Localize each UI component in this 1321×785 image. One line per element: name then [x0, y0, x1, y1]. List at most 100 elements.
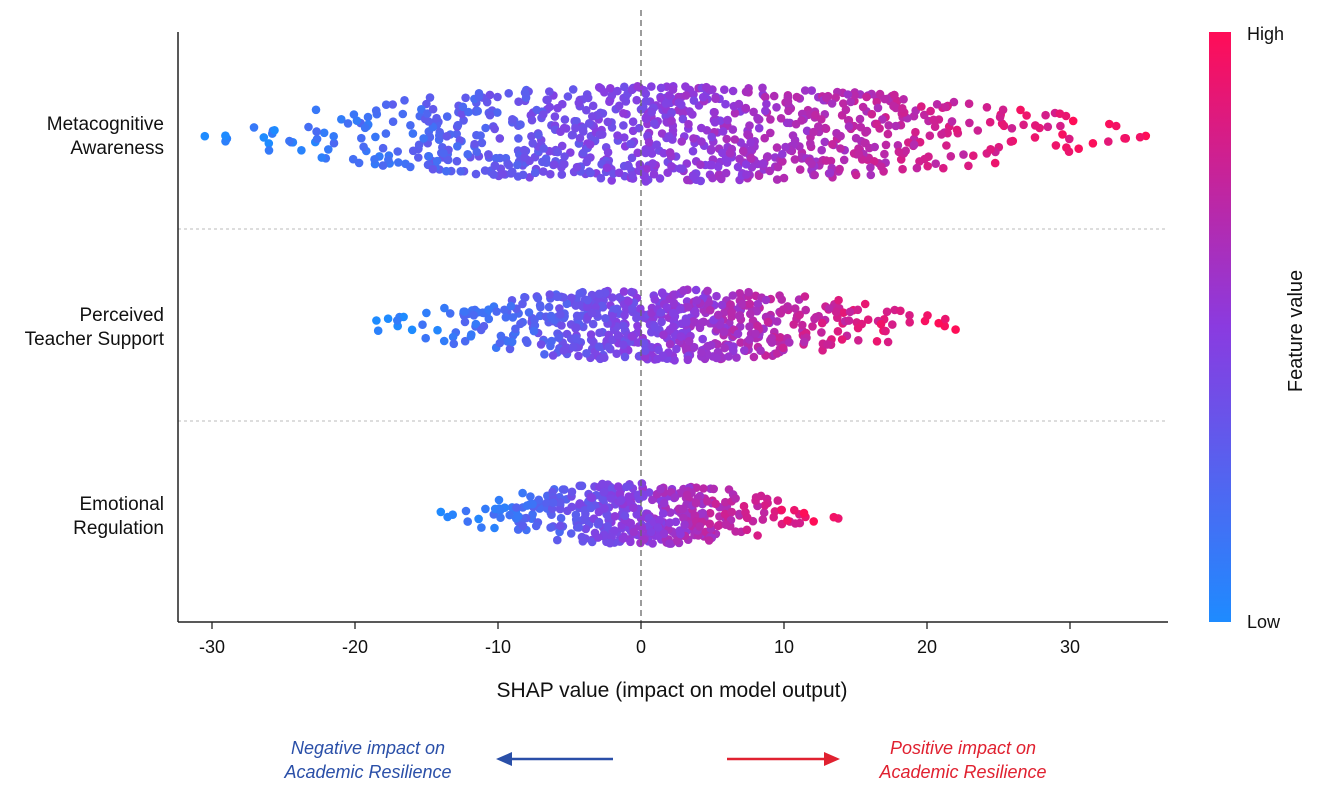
shap-dot: [872, 337, 882, 346]
shap-dot: [384, 155, 393, 164]
shap-dot: [371, 132, 380, 142]
shap-dot: [543, 95, 552, 105]
shap-dot: [567, 502, 577, 512]
shap-dot: [593, 533, 603, 542]
shap-dot: [511, 324, 520, 334]
shap-dot: [381, 129, 391, 138]
shap-dot: [801, 305, 810, 315]
shap-dot: [579, 148, 588, 158]
shap-dot: [769, 91, 779, 101]
shap-dot: [670, 356, 679, 365]
shap-dot: [931, 159, 940, 168]
shap-dot: [558, 99, 567, 109]
shap-dot: [1022, 111, 1031, 120]
shap-dot: [456, 167, 466, 176]
shap-dot: [721, 99, 730, 109]
shap-dot: [583, 295, 592, 305]
shap-dot: [520, 293, 530, 302]
shap-dot: [545, 290, 555, 299]
shap-dot: [678, 114, 688, 124]
shap-dot: [853, 323, 863, 333]
shap-dot: [613, 131, 622, 140]
shap-dot: [587, 308, 597, 318]
shap-dot: [545, 87, 554, 96]
shap-dot: [629, 527, 639, 537]
shap-dot: [571, 333, 581, 343]
shap-dot: [836, 131, 845, 141]
shap-dot: [806, 139, 815, 148]
shap-dot: [589, 337, 598, 347]
shap-dot: [607, 312, 617, 321]
shap-dot: [556, 513, 566, 523]
shap-dot: [632, 313, 641, 323]
shap-dot: [777, 295, 786, 304]
shap-dot: [820, 137, 830, 147]
shap-dot: [646, 527, 656, 537]
shap-dot: [531, 521, 541, 531]
shap-dot: [600, 88, 609, 97]
shap-dot: [588, 319, 598, 329]
shap-dot: [741, 160, 751, 169]
shap-dot: [746, 153, 756, 163]
shap-dot: [790, 304, 800, 313]
shap-dot: [650, 295, 660, 304]
shap-dot: [676, 304, 685, 314]
shap-dot: [772, 317, 782, 326]
shap-dot: [717, 174, 726, 184]
shap-dot: [463, 517, 473, 526]
shap-dot: [492, 307, 501, 316]
shap-dot: [982, 103, 992, 112]
shap-dot: [834, 295, 843, 305]
shap-dot: [528, 510, 537, 519]
shap-dot: [249, 123, 259, 132]
shap-dot: [469, 311, 479, 320]
shap-dot: [668, 308, 678, 318]
shap-dot: [489, 170, 498, 179]
shap-dot: [959, 150, 968, 159]
shap-dot: [603, 521, 612, 531]
shap-dot: [555, 504, 565, 514]
shap-dot: [797, 116, 806, 125]
shap-dot: [428, 164, 438, 174]
x-axis-ticks: -30 -20 -10 0 10 20 30: [199, 622, 1080, 657]
shap-dot: [594, 342, 604, 352]
shap-dot: [657, 129, 667, 138]
shap-dot: [548, 351, 558, 360]
shap-dot: [348, 154, 358, 164]
shap-dot: [596, 173, 606, 183]
shap-dot: [839, 99, 848, 108]
shap-dot: [664, 132, 673, 141]
shap-dot: [772, 349, 782, 358]
shap-dot: [731, 494, 740, 503]
shap-dot: [650, 119, 659, 128]
shap-dot: [626, 537, 635, 547]
x-tick-label: -20: [342, 637, 368, 657]
shap-dot: [715, 320, 725, 330]
shap-dot: [547, 336, 556, 346]
shap-dot: [572, 323, 581, 332]
shap-dot: [679, 513, 688, 523]
shap-dot: [493, 108, 502, 117]
shap-dot: [738, 299, 747, 309]
shap-dot: [853, 305, 863, 315]
shap-dot: [937, 130, 946, 139]
shap-dot: [640, 352, 650, 362]
shap-dot: [911, 127, 920, 137]
shap-dot: [739, 501, 749, 511]
shap-dot: [798, 320, 807, 330]
shap-dot: [728, 291, 738, 300]
shap-dot: [586, 168, 595, 178]
shap-dot: [1051, 141, 1061, 150]
shap-dot: [408, 129, 418, 138]
shap-dot: [579, 127, 588, 136]
shap-dot: [414, 153, 423, 162]
shap-dot: [634, 123, 644, 133]
shap-dot: [746, 138, 755, 147]
shap-dot: [512, 503, 521, 512]
shap-dot: [493, 92, 502, 102]
shap-dot: [648, 159, 657, 168]
shap-dot: [606, 494, 616, 503]
negative-impact-annotation: Negative impact on Academic Resilience: [258, 736, 478, 784]
positive-impact-annotation: Positive impact on Academic Resilience: [848, 736, 1078, 784]
shap-dot: [736, 338, 745, 347]
